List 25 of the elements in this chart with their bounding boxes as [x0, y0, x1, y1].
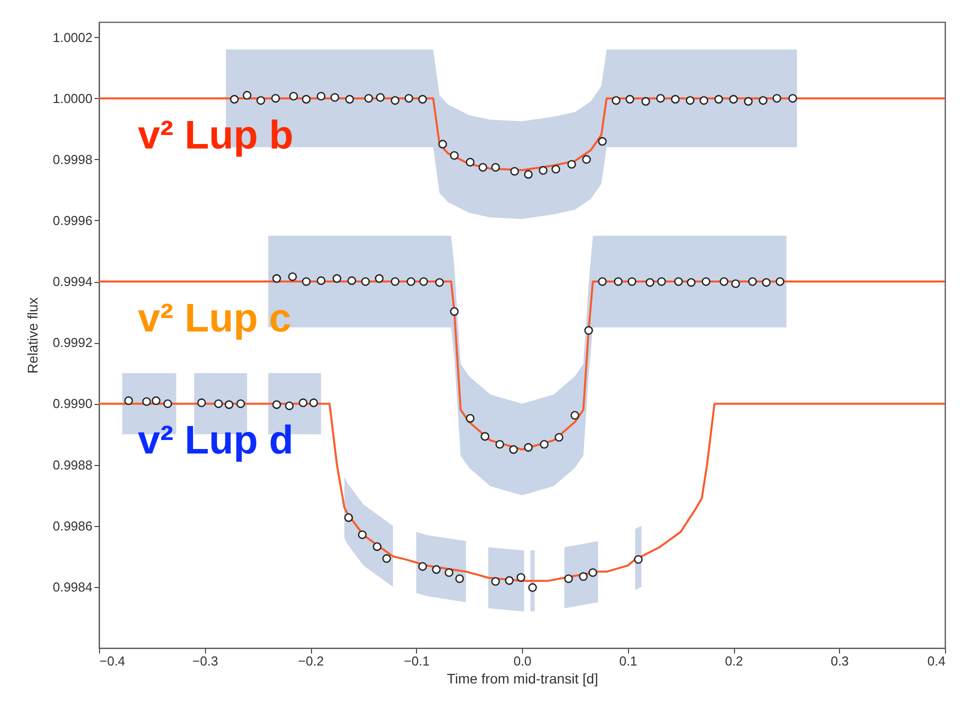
- y-tick-label: 0.9988: [52, 457, 92, 472]
- y-tick-label: 0.9984: [52, 579, 92, 594]
- y-tick-label: 0.9992: [52, 335, 92, 350]
- y-tick-label: 0.9994: [52, 274, 92, 290]
- y-tick-label: 0.9990: [52, 396, 92, 412]
- x-tick-label: 0.3: [830, 654, 849, 668]
- line-series: [98, 402, 946, 582]
- y-tick-label: 1.0002: [52, 30, 92, 45]
- y-tick-label: 0.9998: [52, 152, 92, 167]
- x-tick-label: 0.0: [513, 654, 532, 668]
- x-tick-label: 0.2: [724, 654, 744, 668]
- x-tick-label: −0.2: [298, 654, 324, 668]
- y-tick-label: 0.9986: [52, 518, 92, 534]
- y-tick-label: 1.0000: [52, 90, 92, 106]
- x-tick-label: −0.3: [192, 654, 218, 668]
- x-tick-label: 0.1: [619, 654, 638, 668]
- y-tick-label: 0.9996: [52, 212, 92, 228]
- x-axis-title: Time from mid-transit [d]: [446, 670, 598, 686]
- annotation: v² Lup d: [138, 418, 294, 463]
- annotation: v² Lup b: [138, 113, 294, 158]
- x-tick-label: −0.1: [404, 654, 430, 668]
- x-tick-label: −0.4: [100, 654, 126, 668]
- y-axis-title: Relative flux: [24, 297, 41, 374]
- annotation: v² Lup c: [138, 296, 292, 341]
- x-tick-label: 0.4: [927, 654, 946, 668]
